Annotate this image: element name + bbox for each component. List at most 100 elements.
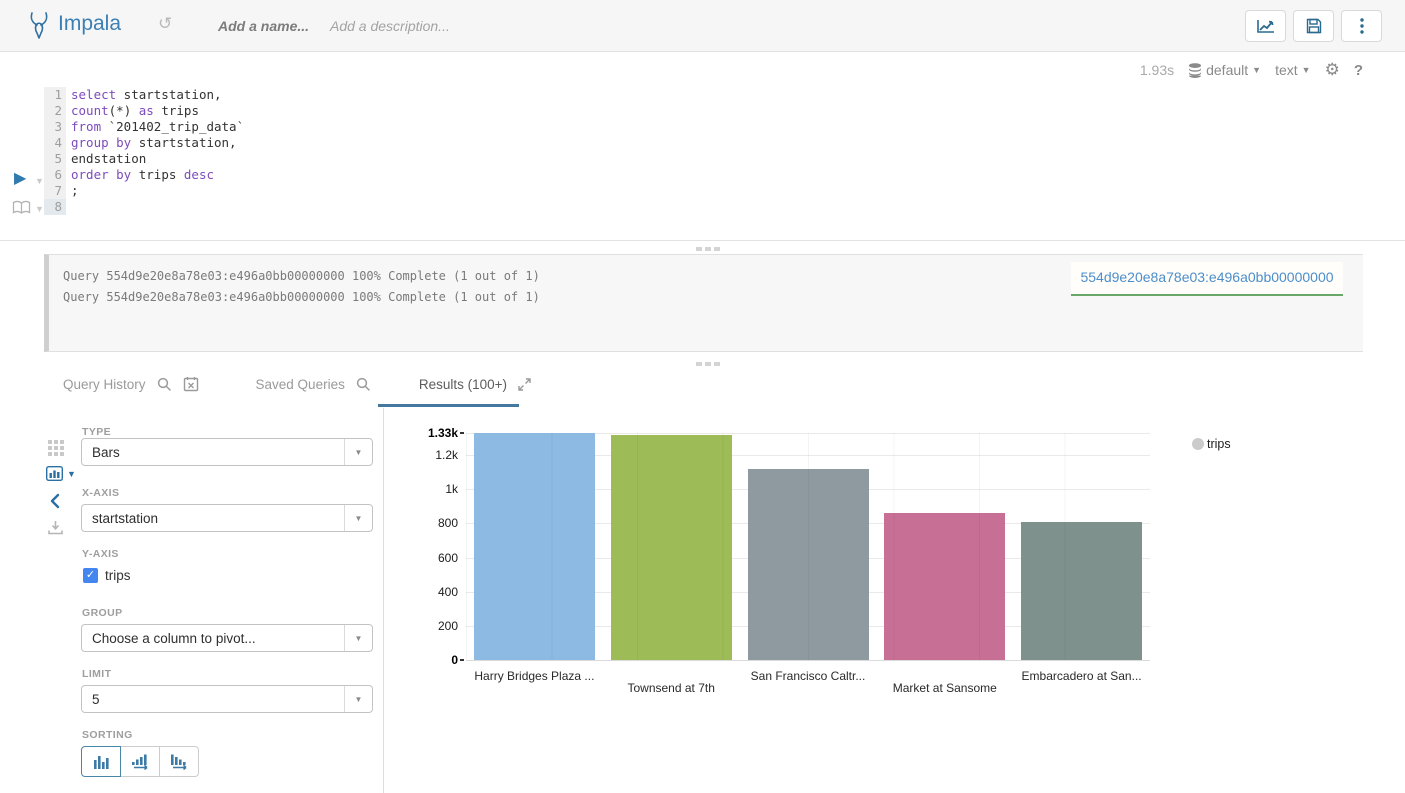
database-icon bbox=[1189, 62, 1202, 78]
database-selector[interactable]: default ▼ bbox=[1188, 62, 1261, 78]
sort-ascending-button[interactable] bbox=[120, 746, 160, 777]
query-description-input[interactable]: Add a description... bbox=[330, 18, 450, 34]
y-axis-tick-label: 1.33k bbox=[427, 426, 458, 440]
splitter-handle[interactable] bbox=[690, 244, 726, 254]
active-tab-underline bbox=[378, 404, 519, 407]
tab-saved-queries[interactable]: Saved Queries bbox=[256, 377, 371, 392]
search-icon[interactable] bbox=[157, 377, 172, 392]
code-line[interactable]: 5 endstation bbox=[44, 151, 244, 167]
sort-descending-button[interactable] bbox=[159, 746, 199, 777]
query-id-link[interactable]: 554d9e20e8a78e03:e496a0bb00000000 bbox=[1071, 262, 1343, 296]
x-axis-line bbox=[466, 660, 1150, 661]
tab-results[interactable]: Results (100+) bbox=[419, 377, 531, 392]
expand-icon[interactable] bbox=[518, 377, 531, 391]
y-axis-tick-label: 800 bbox=[437, 516, 458, 531]
bar-3[interactable] bbox=[747, 468, 869, 660]
search-icon[interactable] bbox=[356, 377, 371, 392]
sql-editor[interactable]: 1 select startstation, 2 count(*) as trips 3… bbox=[44, 87, 244, 215]
execute-options-caret-icon[interactable]: ▼ bbox=[35, 176, 44, 186]
bars-unsorted-icon bbox=[93, 755, 109, 769]
x-axis-tick-label: Harry Bridges Plaza ... bbox=[474, 669, 595, 683]
axis-tick bbox=[460, 432, 464, 434]
chevron-down-icon: ▼ bbox=[67, 468, 76, 479]
chart-legend[interactable]: trips bbox=[1192, 437, 1231, 451]
limit-label: LIMIT bbox=[82, 668, 112, 680]
help-icon[interactable]: ? bbox=[1353, 61, 1363, 79]
chevron-down-icon: ▼ bbox=[344, 686, 372, 712]
tab-query-history[interactable]: Query History bbox=[63, 376, 199, 392]
bars-descending-icon bbox=[171, 754, 187, 770]
bar-1[interactable] bbox=[473, 433, 595, 660]
code-line[interactable]: 8 bbox=[44, 199, 244, 215]
query-log-panel: Query 554d9e20e8a78e03:e496a0bb00000000 … bbox=[44, 254, 1363, 352]
line-chart-icon bbox=[1256, 19, 1274, 33]
chevron-down-icon: ▼ bbox=[344, 505, 372, 531]
kebab-menu-icon bbox=[1359, 18, 1364, 34]
divider bbox=[0, 240, 1405, 241]
collapse-panel-chevron-icon[interactable] bbox=[49, 493, 60, 509]
assist-caret-icon[interactable]: ▼ bbox=[35, 204, 44, 214]
chevron-down-icon: ▼ bbox=[1301, 65, 1311, 75]
x-axis-label: X-AXIS bbox=[82, 487, 120, 499]
clear-history-calendar-icon[interactable] bbox=[183, 376, 199, 392]
x-axis-select[interactable]: startstation ▼ bbox=[81, 504, 373, 532]
y-axis-tick-label: 1k bbox=[445, 482, 458, 497]
y-axis-tick-label: 600 bbox=[437, 550, 458, 565]
x-axis-tick-label: Townsend at 7th bbox=[627, 681, 715, 695]
sorting-label: SORTING bbox=[82, 729, 133, 741]
bar-2[interactable] bbox=[610, 434, 732, 660]
bar-5[interactable] bbox=[1021, 522, 1143, 660]
gridline bbox=[466, 455, 1150, 457]
log-line: Query 554d9e20e8a78e03:e496a0bb00000000 … bbox=[63, 269, 540, 283]
x-axis-tick-label: San Francisco Caltr... bbox=[750, 669, 866, 683]
bars-ascending-icon bbox=[132, 754, 148, 770]
more-menu-button[interactable] bbox=[1341, 10, 1382, 42]
sort-none-button[interactable] bbox=[81, 746, 121, 777]
settings-gear-icon[interactable]: ⚙ bbox=[1324, 60, 1340, 79]
save-button[interactable] bbox=[1293, 10, 1334, 42]
code-line[interactable]: 6 order by trips desc bbox=[44, 167, 244, 183]
refresh-icon[interactable]: ↺ bbox=[158, 14, 173, 33]
code-line[interactable]: 4 group by startstation, bbox=[44, 135, 244, 151]
bar-4[interactable] bbox=[884, 512, 1006, 660]
y-axis-tick-label: 400 bbox=[437, 584, 458, 599]
download-icon[interactable] bbox=[48, 520, 63, 535]
code-line[interactable]: 7; bbox=[44, 183, 244, 199]
editor-controls: 1.93s default ▼ text ▼ ⚙ ? bbox=[1140, 60, 1363, 80]
group-select[interactable]: Choose a column to pivot... ▼ bbox=[81, 624, 373, 652]
y-axis-tick-label: 1.2k bbox=[435, 448, 458, 463]
chart-button[interactable] bbox=[1245, 10, 1286, 42]
execution-time: 1.93s bbox=[1139, 62, 1175, 78]
chevron-down-icon: ▼ bbox=[1252, 65, 1262, 75]
chart-view-icon[interactable]: ▼ bbox=[46, 466, 76, 481]
query-name-input[interactable]: Add a name... bbox=[218, 18, 310, 34]
divider bbox=[383, 408, 384, 793]
app-title: Impala bbox=[58, 12, 122, 35]
limit-select[interactable]: 5 ▼ bbox=[81, 685, 373, 713]
impala-logo-icon bbox=[30, 12, 48, 39]
group-label: GROUP bbox=[82, 607, 123, 619]
x-axis-tick-label: Market at Sansome bbox=[892, 681, 997, 695]
assist-book-icon[interactable] bbox=[12, 200, 31, 215]
trips-checkbox[interactable]: ✓ bbox=[83, 568, 98, 583]
axis-tick bbox=[460, 659, 464, 661]
chart-type-select[interactable]: Bars ▼ bbox=[81, 438, 373, 466]
grid-view-icon[interactable] bbox=[48, 440, 64, 456]
execute-query-button[interactable]: ▶ bbox=[14, 170, 27, 187]
code-line[interactable]: 3 from `201402_trip_data` bbox=[44, 119, 244, 135]
type-label: TYPE bbox=[82, 426, 112, 438]
y-axis-tick-label: 0 bbox=[451, 653, 458, 667]
trips-checkbox-label: trips bbox=[105, 568, 131, 583]
code-line[interactable]: 1 select startstation, bbox=[44, 87, 244, 103]
legend-label: trips bbox=[1207, 437, 1231, 451]
code-line[interactable]: 2 count(*) as trips bbox=[44, 103, 244, 119]
format-selector[interactable]: text ▼ bbox=[1275, 62, 1311, 78]
legend-swatch bbox=[1192, 438, 1204, 450]
x-axis-tick-label: Embarcadero at San... bbox=[1021, 669, 1142, 683]
header-bar: Impala ↺ Add a name... Add a description… bbox=[0, 0, 1405, 52]
y-axis-label: Y-AXIS bbox=[82, 548, 119, 560]
chevron-down-icon: ▼ bbox=[344, 439, 372, 465]
splitter-handle[interactable] bbox=[690, 359, 726, 369]
sorting-button-group bbox=[81, 746, 199, 777]
